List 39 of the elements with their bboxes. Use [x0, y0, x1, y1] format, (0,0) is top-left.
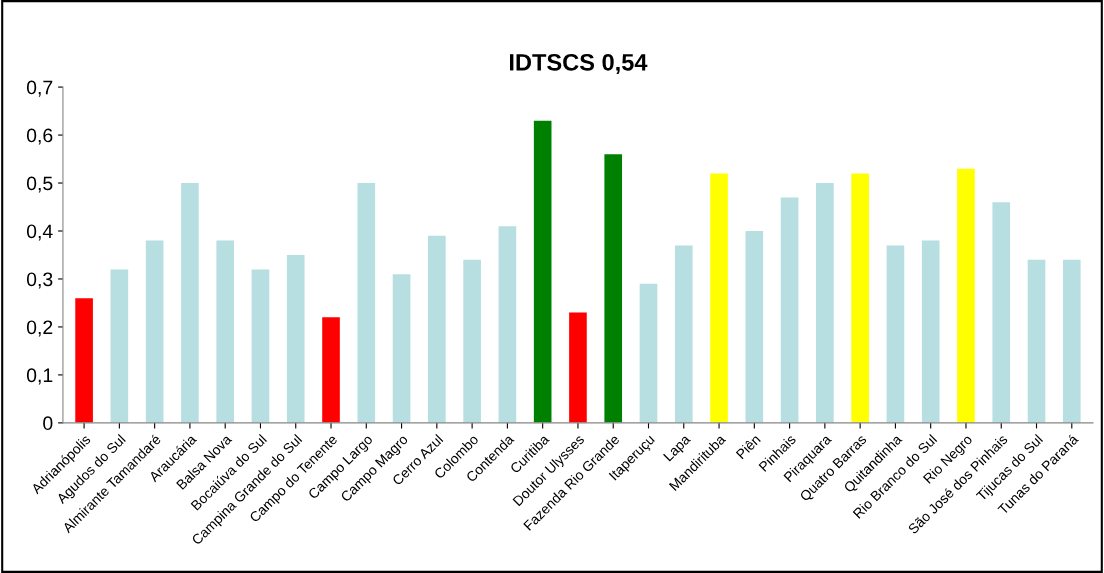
- x-tick-label: Piên: [735, 433, 761, 460]
- bar: [392, 274, 411, 423]
- bar: [886, 245, 905, 423]
- bar: [710, 173, 728, 423]
- bar: [75, 298, 93, 423]
- y-tick-label: 0,4: [26, 224, 53, 241]
- bar: [639, 283, 658, 423]
- y-tick-label: 0,1: [26, 368, 53, 385]
- y-tick-label: 0,3: [26, 272, 53, 289]
- bar: [604, 154, 623, 423]
- bar: [286, 254, 305, 423]
- bar: [674, 245, 693, 423]
- y-tick-label: 0,7: [26, 80, 53, 97]
- y-tick-label: 0,6: [26, 128, 53, 145]
- bar: [1062, 259, 1081, 423]
- chart-title: IDTSCS 0,54: [509, 53, 648, 75]
- bar: [1027, 259, 1046, 423]
- bar: [463, 259, 481, 423]
- bar: [957, 168, 975, 423]
- bar: [851, 173, 869, 423]
- bar: [357, 183, 376, 423]
- bar: [110, 269, 129, 423]
- bar: [921, 240, 940, 423]
- y-tick-label: 0,2: [26, 320, 53, 337]
- bar: [992, 202, 1011, 423]
- bar: [745, 231, 764, 423]
- bar: [216, 240, 235, 423]
- bar: [498, 226, 517, 423]
- bar: [569, 312, 587, 423]
- bar: [322, 317, 340, 423]
- y-tick-label: 0: [43, 416, 53, 431]
- bar: [181, 183, 199, 423]
- y-tick-label: 0,5: [26, 176, 53, 193]
- bar: [816, 183, 834, 423]
- bar: [780, 197, 799, 423]
- bar: [533, 120, 552, 423]
- bar: [428, 235, 446, 423]
- bar: [251, 269, 270, 423]
- bar: [145, 240, 164, 423]
